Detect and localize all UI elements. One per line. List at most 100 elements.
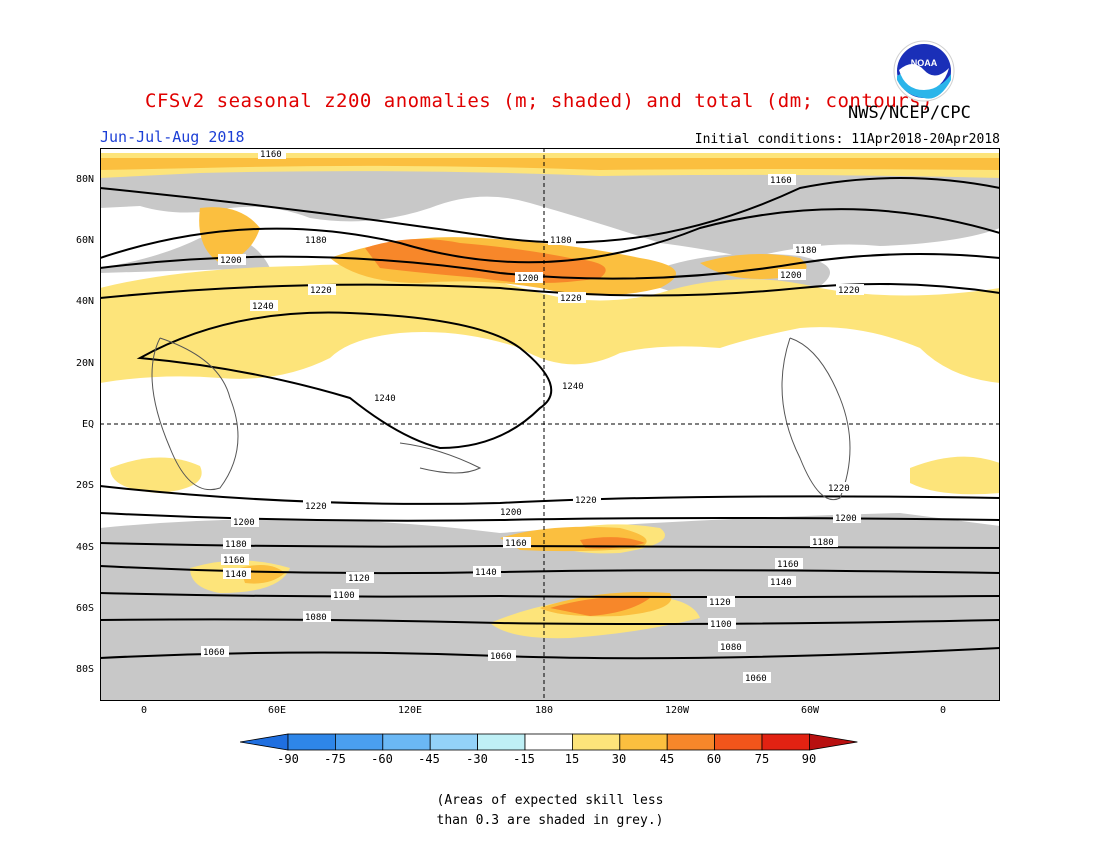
- svg-text:1140: 1140: [475, 568, 497, 578]
- svg-text:1200: 1200: [780, 271, 802, 281]
- agency-label: NWS/NCEP/CPC: [848, 103, 971, 123]
- contour-label: 1180: [548, 234, 576, 246]
- colorbar-label: 45: [659, 752, 675, 766]
- contour-label: 1200: [231, 516, 259, 528]
- forecast-period: Jun-Jul-Aug 2018: [100, 128, 245, 146]
- colorbar-label: 75: [754, 752, 770, 766]
- colorbar-cell: [335, 733, 384, 751]
- map-frame: [100, 148, 1000, 701]
- contour-label: 1200: [515, 272, 543, 284]
- contour-label: 1200: [498, 506, 526, 518]
- contour-label: 1220: [303, 500, 331, 512]
- svg-text:1100: 1100: [710, 620, 732, 630]
- svg-text:1240: 1240: [252, 302, 274, 312]
- contour-label: 1180: [810, 536, 838, 548]
- contour-label: 1140: [223, 568, 251, 580]
- colorbar-cell: [571, 733, 621, 751]
- colorbar-label: 30: [611, 752, 627, 766]
- colorbar-cell: [240, 733, 289, 751]
- contour-label: 1240: [250, 300, 278, 312]
- contour-label: 1160: [768, 174, 796, 186]
- svg-text:1140: 1140: [770, 578, 792, 588]
- svg-text:1160: 1160: [777, 560, 799, 570]
- colorbar-label: -45: [418, 752, 440, 766]
- svg-text:1220: 1220: [838, 286, 860, 296]
- colorbar-cell: [287, 733, 336, 751]
- svg-text:1220: 1220: [305, 502, 327, 512]
- svg-text:1200: 1200: [835, 514, 857, 524]
- graticule: [100, 148, 1000, 701]
- svg-text:1220: 1220: [575, 496, 597, 506]
- coastlines: [151, 337, 851, 500]
- svg-text:1140: 1140: [225, 570, 247, 580]
- colorbar-cell: [429, 733, 478, 751]
- lon-label: 180: [534, 705, 554, 716]
- svg-text:1180: 1180: [550, 236, 572, 246]
- svg-text:1200: 1200: [233, 518, 255, 528]
- colorbar: [240, 733, 858, 751]
- colorbar-cell: [666, 733, 716, 751]
- contour-label: 1100: [708, 618, 736, 630]
- svg-text:1100: 1100: [333, 591, 355, 601]
- initial-conditions: Initial conditions: 11Apr2018-20Apr2018: [694, 132, 1000, 147]
- svg-text:1180: 1180: [795, 246, 817, 256]
- lat-label: 80S: [75, 664, 94, 675]
- contour-label: 1180: [223, 538, 251, 550]
- colorbar-label: -15: [513, 752, 535, 766]
- colorbar-label: 60: [706, 752, 722, 766]
- colorbar-cell: [619, 733, 668, 751]
- contour-label: 1140: [768, 576, 796, 588]
- lat-label: 60S: [75, 603, 94, 614]
- colorbar-cell: [524, 733, 573, 751]
- colorbar-label: -75: [324, 752, 346, 766]
- svg-text:1220: 1220: [828, 484, 850, 494]
- contour-label: 1180: [303, 234, 331, 246]
- skill-note-line2: than 0.3 are shaded in grey.): [436, 813, 664, 828]
- svg-text:1240: 1240: [374, 394, 396, 404]
- contour-label: 1200: [218, 254, 246, 266]
- contour-label: 1240: [372, 392, 400, 404]
- svg-text:1180: 1180: [812, 538, 834, 548]
- noaa-logo: NOAA: [893, 40, 955, 102]
- contour-label: 1160: [775, 558, 803, 570]
- lat-label: 40S: [75, 542, 94, 553]
- anomaly-map: 1160 1160 1180 1180 1180 1200 1200 1200 …: [100, 148, 1000, 701]
- lat-label: EQ: [81, 419, 94, 430]
- contour-label: 1160: [221, 554, 249, 566]
- svg-text:1120: 1120: [709, 598, 731, 608]
- contour-label: 1240: [560, 380, 588, 392]
- skill-note-line1: (Areas of expected skill less: [436, 793, 664, 808]
- svg-text:1220: 1220: [560, 294, 582, 304]
- contour-label: 1120: [346, 572, 374, 584]
- contour-label: 1080: [718, 641, 746, 653]
- logo-text: NOAA: [911, 58, 938, 68]
- svg-text:1220: 1220: [310, 286, 332, 296]
- lon-label: 0: [939, 705, 947, 716]
- contour-label: 1220: [826, 482, 854, 494]
- colorbar-cell: [477, 733, 526, 751]
- contour-label: 1220: [573, 494, 601, 506]
- colorbar-cell: [382, 733, 431, 751]
- lat-label: 20S: [75, 480, 94, 491]
- svg-text:1060: 1060: [203, 648, 225, 658]
- lon-label: 60E: [267, 705, 287, 716]
- colorbar-label: 90: [801, 752, 817, 766]
- svg-text:1120: 1120: [348, 574, 370, 584]
- svg-text:1060: 1060: [745, 674, 767, 684]
- contour-label: 1060: [743, 672, 771, 684]
- lat-label: 20N: [75, 358, 94, 369]
- contour-label: 1080: [303, 611, 331, 623]
- colorbar-label: -90: [277, 752, 299, 766]
- svg-text:1180: 1180: [225, 540, 247, 550]
- contour-label: 1160: [258, 148, 286, 160]
- contour-label: 1060: [201, 646, 229, 658]
- contour-label: 1180: [793, 244, 821, 256]
- svg-text:1160: 1160: [505, 539, 527, 549]
- svg-text:1200: 1200: [220, 256, 242, 266]
- contour-label: 1100: [331, 589, 359, 601]
- lon-label: 120W: [664, 705, 690, 716]
- svg-text:1200: 1200: [517, 274, 539, 284]
- colorbar-label: 15: [564, 752, 580, 766]
- svg-text:1160: 1160: [770, 176, 792, 186]
- chart-title: CFSv2 seasonal z200 anomalies (m; shaded…: [145, 90, 933, 112]
